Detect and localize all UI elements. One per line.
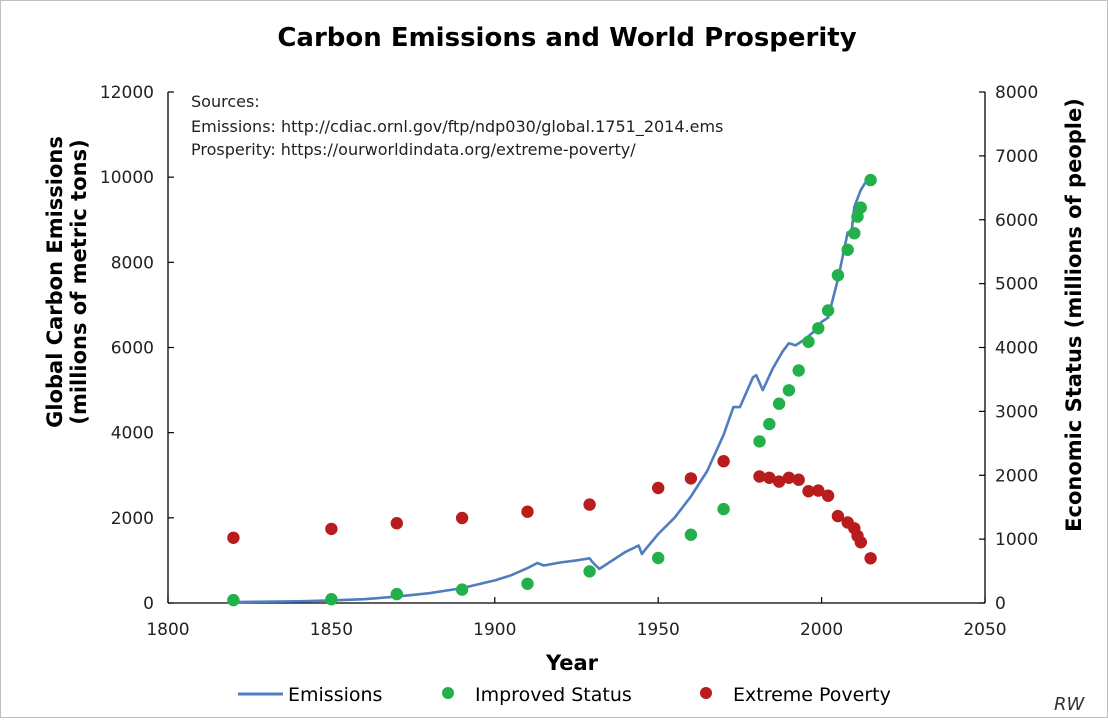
improved-status-point [763, 417, 776, 431]
legend-emissions-label: Emissions [288, 684, 382, 706]
extreme-poverty-point [753, 470, 766, 483]
signature: RW [1054, 694, 1086, 715]
extreme-poverty-point [684, 472, 698, 485]
improved-status-point [521, 577, 534, 590]
y-right-tick-label: 1000 [995, 530, 1038, 550]
y-left-tick-label: 10000 [100, 168, 154, 188]
extreme-poverty-point [717, 455, 730, 468]
y-axis-left-label-line2: (millions of metric tons) [67, 139, 91, 424]
legend: Emissions Improved Status Extreme Povert… [238, 684, 891, 706]
improved-status-point [782, 384, 796, 397]
x-tick-label: 2050 [963, 620, 1006, 640]
y-left-tick-label: 8000 [111, 253, 154, 273]
chart-title: Carbon Emissions and World Prosperity [277, 23, 856, 53]
extreme-poverty-point [325, 522, 338, 536]
sources-prosperity: Prosperity: https://ourworldindata.org/e… [191, 140, 636, 159]
extreme-poverty-point [390, 517, 403, 530]
extreme-poverty-point [772, 475, 786, 488]
extreme-poverty-point [455, 511, 469, 525]
legend-improved-label: Improved Status [475, 684, 632, 706]
extreme-poverty-point [782, 471, 796, 484]
improved-status-point [854, 201, 867, 214]
improved-status-point [821, 304, 835, 317]
improved-status-point [325, 593, 338, 606]
extreme-poverty-point [812, 484, 825, 497]
y-axis-left-label: Global Carbon Emissions (millions of met… [43, 136, 91, 428]
extreme-poverty-point [831, 509, 845, 523]
extreme-poverty-point [854, 536, 867, 549]
y-right-tick-label: 6000 [995, 211, 1038, 231]
x-tick-label: 1850 [310, 620, 353, 640]
extreme-poverty-point [864, 552, 877, 565]
y-right-tick-label: 3000 [995, 402, 1038, 422]
y-left-tick-label: 12000 [100, 83, 154, 103]
y-right-tick-label: 8000 [995, 83, 1038, 103]
improved-status-point [583, 565, 596, 578]
y-axis-right-label: Economic Status (millions of people) [1062, 98, 1086, 532]
improved-status-point [227, 593, 240, 607]
sources-emissions: Emissions: http://cdiac.ornl.gov/ftp/ndp… [191, 117, 723, 137]
y-left-tick-label: 0 [143, 594, 154, 614]
y-right-tick-label: 5000 [995, 275, 1038, 295]
improved-status-point [812, 322, 825, 335]
improved-status-point [841, 243, 854, 256]
improved-status-point [831, 269, 845, 282]
y-right-tick-label: 2000 [995, 466, 1038, 486]
extreme-poverty-point [652, 481, 665, 495]
improved-status-point [848, 227, 861, 240]
extreme-poverty-point [792, 473, 805, 486]
extreme-poverty-point [521, 505, 534, 518]
y-left-tick-label: 4000 [111, 424, 154, 444]
extreme-poverty-point [583, 498, 596, 511]
y-axis-left-label-line1: Global Carbon Emissions [43, 136, 67, 428]
x-tick-label: 1900 [473, 620, 516, 640]
extreme-poverty-point [227, 531, 240, 544]
improved-status-point [753, 435, 766, 448]
x-tick-label: 1800 [146, 620, 189, 640]
improved-status-point [684, 528, 698, 541]
legend-poverty-label: Extreme Poverty [733, 684, 891, 706]
improved-status-point [390, 587, 403, 601]
marks-layer [227, 173, 877, 607]
sources-heading: Sources: [191, 92, 260, 111]
improved-status-point [802, 335, 815, 348]
improved-status-point [864, 173, 877, 187]
y-right-tick-label: 7000 [995, 147, 1038, 167]
y-left-tick-label: 2000 [111, 509, 154, 529]
y-left-tick-label: 6000 [111, 339, 154, 359]
improved-status-point [792, 364, 805, 377]
x-axis-label: Year [545, 651, 599, 675]
improved-status-point [652, 551, 665, 565]
x-tick-label: 2000 [800, 620, 843, 640]
legend-improved-swatch [442, 687, 454, 699]
improved-status-point [455, 583, 469, 596]
y-right-tick-label: 4000 [995, 339, 1038, 359]
extreme-poverty-point [763, 471, 776, 484]
improved-status-point [772, 397, 786, 410]
axes-layer: 0 2000 4000 6000 8000 10000 12000 0 1000 2000 3000… [100, 83, 1038, 640]
y-right-tick-label: 0 [995, 594, 1006, 614]
improved-status-point [717, 502, 730, 516]
extreme-poverty-point [802, 485, 815, 498]
x-tick-label: 1950 [637, 620, 680, 640]
sources-annotation: Sources: Emissions: http://cdiac.ornl.go… [191, 92, 723, 159]
legend-poverty-swatch [700, 687, 712, 699]
extreme-poverty-point [821, 489, 835, 502]
